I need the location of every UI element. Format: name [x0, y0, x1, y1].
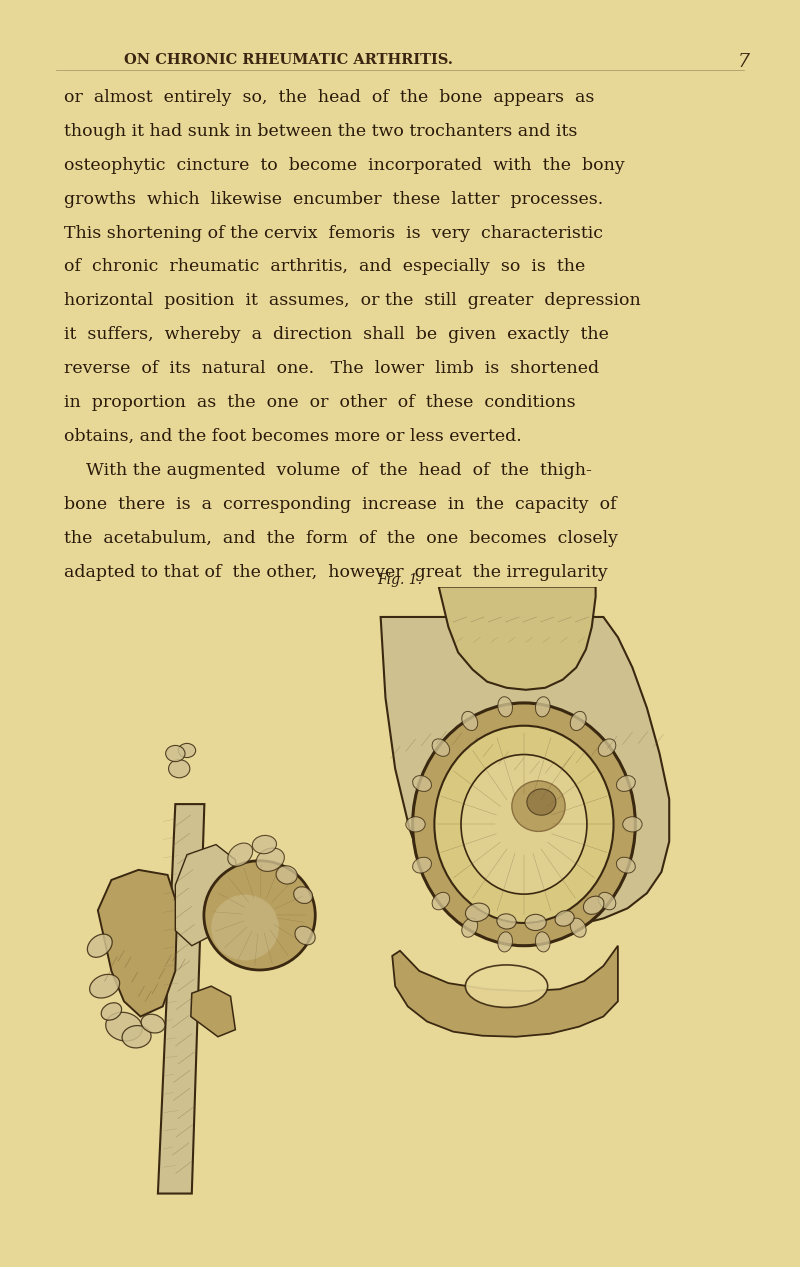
Text: horizontal  position  it  assumes,  or the  still  greater  depression: horizontal position it assumes, or the s… — [64, 293, 641, 309]
Text: Fig. 1.: Fig. 1. — [378, 573, 422, 587]
Polygon shape — [175, 845, 240, 945]
Ellipse shape — [598, 892, 616, 910]
Ellipse shape — [406, 817, 425, 832]
Ellipse shape — [90, 974, 120, 998]
Ellipse shape — [87, 934, 112, 958]
Ellipse shape — [466, 903, 490, 921]
Ellipse shape — [276, 865, 298, 884]
Ellipse shape — [498, 931, 513, 952]
Ellipse shape — [498, 697, 513, 717]
Text: ON CHRONIC RHEUMATIC ARTHRITIS.: ON CHRONIC RHEUMATIC ARTHRITIS. — [123, 53, 453, 67]
Text: osteophytic  cincture  to  become  incorporated  with  the  bony: osteophytic cincture to become incorpora… — [64, 157, 625, 174]
Ellipse shape — [570, 919, 586, 938]
Ellipse shape — [583, 896, 604, 915]
Ellipse shape — [141, 1014, 165, 1033]
Text: or  almost  entirely  so,  the  head  of  the  bone  appears  as: or almost entirely so, the head of the b… — [64, 89, 594, 105]
Polygon shape — [438, 587, 596, 689]
Ellipse shape — [252, 835, 277, 854]
Ellipse shape — [555, 911, 574, 926]
Ellipse shape — [178, 744, 196, 758]
Ellipse shape — [527, 789, 556, 815]
Ellipse shape — [497, 914, 516, 929]
Ellipse shape — [211, 895, 279, 960]
Ellipse shape — [462, 711, 478, 731]
Ellipse shape — [166, 745, 185, 761]
Text: This shortening of the cervix  femoris  is  very  characteristic: This shortening of the cervix femoris is… — [64, 224, 603, 242]
Ellipse shape — [570, 711, 586, 731]
Text: though it had sunk in between the two trochanters and its: though it had sunk in between the two tr… — [64, 123, 578, 139]
Ellipse shape — [122, 1025, 151, 1048]
Ellipse shape — [432, 892, 450, 910]
Polygon shape — [158, 805, 204, 1194]
Ellipse shape — [413, 858, 431, 873]
Text: the  acetabulum,  and  the  form  of  the  one  becomes  closely: the acetabulum, and the form of the one … — [64, 530, 618, 547]
Polygon shape — [98, 870, 178, 1016]
Ellipse shape — [228, 843, 253, 867]
Text: growths  which  likewise  encumber  these  latter  processes.: growths which likewise encumber these la… — [64, 190, 603, 208]
Ellipse shape — [102, 1002, 122, 1020]
Ellipse shape — [294, 887, 313, 903]
Ellipse shape — [622, 817, 642, 832]
Ellipse shape — [535, 931, 550, 952]
Ellipse shape — [256, 848, 284, 872]
Ellipse shape — [462, 919, 478, 938]
Ellipse shape — [598, 739, 616, 756]
Ellipse shape — [106, 1012, 142, 1041]
Polygon shape — [191, 986, 235, 1036]
Ellipse shape — [295, 926, 315, 945]
Text: obtains, and the foot becomes more or less everted.: obtains, and the foot becomes more or le… — [64, 428, 522, 445]
Text: 7: 7 — [738, 53, 750, 71]
Ellipse shape — [434, 726, 614, 922]
Text: in  proportion  as  the  one  or  other  of  these  conditions: in proportion as the one or other of the… — [64, 394, 576, 412]
Text: reverse  of  its  natural  one.   The  lower  limb  is  shortened: reverse of its natural one. The lower li… — [64, 360, 599, 378]
Ellipse shape — [617, 775, 635, 792]
Ellipse shape — [466, 965, 548, 1007]
Text: it  suffers,  whereby  a  direction  shall  be  given  exactly  the: it suffers, whereby a direction shall be… — [64, 327, 609, 343]
Ellipse shape — [512, 780, 565, 831]
Text: of  chronic  rheumatic  arthritis,  and  especially  so  is  the: of chronic rheumatic arthritis, and espe… — [64, 258, 586, 275]
Text: bone  there  is  a  corresponding  increase  in  the  capacity  of: bone there is a corresponding increase i… — [64, 497, 617, 513]
Polygon shape — [392, 945, 618, 1036]
Ellipse shape — [413, 703, 635, 945]
Ellipse shape — [535, 697, 550, 717]
Ellipse shape — [204, 860, 315, 971]
Ellipse shape — [461, 755, 587, 895]
Ellipse shape — [432, 739, 450, 756]
Polygon shape — [381, 617, 670, 929]
Text: With the augmented  volume  of  the  head  of  the  thigh-: With the augmented volume of the head of… — [64, 462, 592, 479]
Text: adapted to that of  the other,  however  great  the irregularity: adapted to that of the other, however gr… — [64, 564, 608, 582]
Ellipse shape — [525, 915, 546, 930]
Ellipse shape — [169, 760, 190, 778]
Ellipse shape — [413, 775, 431, 792]
Ellipse shape — [617, 858, 635, 873]
